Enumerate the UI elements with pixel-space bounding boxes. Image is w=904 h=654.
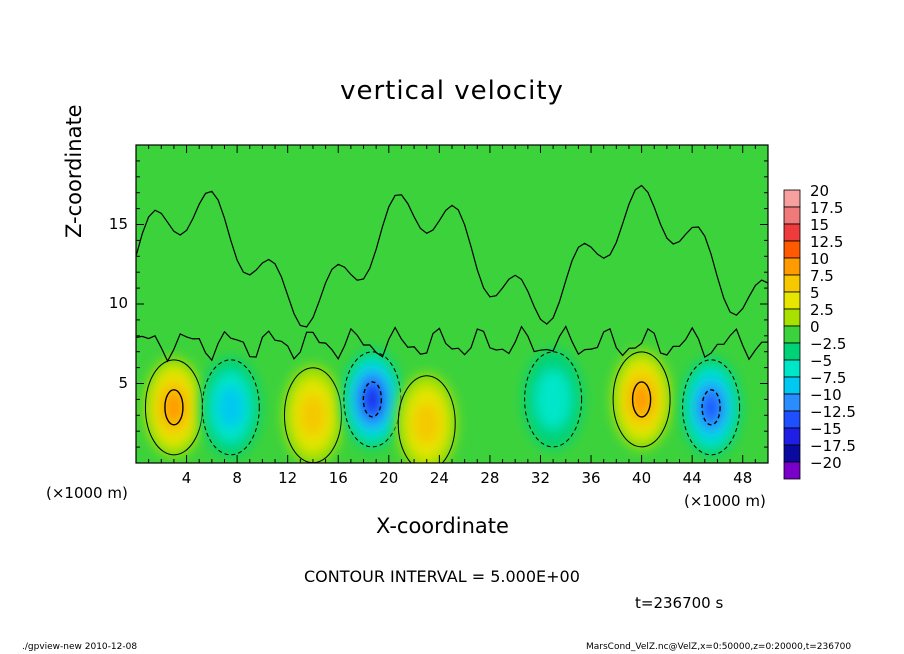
- colorbar-swatch: [783, 325, 801, 344]
- colorbar-label: 5: [810, 284, 820, 302]
- zero-contour: [136, 325, 768, 363]
- colorbar-label: 20: [810, 182, 830, 200]
- colorbar-swatch: [783, 240, 801, 259]
- x-tick-label: 8: [232, 469, 242, 487]
- colorbar-label: −7.5: [810, 369, 847, 387]
- velocity-cell-6: [523, 349, 584, 450]
- y-axis-label: Z-coordinate: [62, 104, 86, 238]
- time-stamp: t=236700 s: [635, 594, 724, 612]
- contour-line: [524, 351, 583, 448]
- colorbar-label: 15: [810, 216, 830, 234]
- colorbar-label: 2.5: [810, 301, 834, 319]
- x-tick-label: 28: [480, 469, 500, 487]
- contour-line-inner: [701, 389, 721, 426]
- contour-interval-note: CONTOUR INTERVAL = 5.000E+00: [304, 567, 580, 586]
- colorbar-label: −12.5: [810, 403, 856, 421]
- velocity-cell-1: [143, 357, 204, 458]
- contour-line-inner: [631, 381, 652, 418]
- colorbar-swatch: [783, 257, 801, 276]
- colorbar-label: 0: [810, 318, 820, 336]
- colorbar-swatch: [783, 291, 801, 310]
- colorbar-swatch: [783, 427, 801, 446]
- colorbar-swatch: [783, 308, 801, 327]
- colorbar-swatch: [783, 376, 801, 395]
- velocity-cell-7: [611, 349, 672, 450]
- colorbar-swatch: [783, 461, 801, 480]
- colorbar-swatch: [783, 274, 801, 293]
- y-tick-label: 15: [108, 214, 128, 233]
- colorbar-swatch: [783, 189, 801, 208]
- x-tick-label: 40: [632, 469, 652, 487]
- upper-contour: [136, 184, 768, 328]
- x-axis-unit-right: (×1000 m): [684, 492, 766, 510]
- velocity-cell-4: [342, 349, 403, 450]
- contour-line-inner: [362, 381, 383, 418]
- velocity-cell-5: [396, 373, 457, 463]
- footer-source: MarsCond_VelZ.nc@VelZ,x=0:50000,z=0:2000…: [586, 642, 852, 652]
- x-tick-label: 32: [530, 469, 551, 487]
- colorbar-label: 12.5: [810, 233, 844, 251]
- chart-title: vertical velocity: [340, 76, 564, 106]
- colorbar-label: 10: [810, 250, 830, 268]
- y-tick-label: 10: [108, 294, 128, 312]
- colorbar-swatch: [783, 393, 801, 412]
- colorbar-label: −17.5: [810, 437, 856, 455]
- colorbar-label: −10: [810, 386, 842, 404]
- x-tick-label: 24: [429, 469, 449, 487]
- y-tick-label: 5: [118, 373, 128, 392]
- x-tick-label: 12: [278, 469, 298, 487]
- colorbar-label: −20: [810, 454, 842, 472]
- footer-program: ./gpview-new 2010-12-08: [22, 642, 138, 652]
- colorbar-label: 7.5: [810, 267, 834, 285]
- colorbar-label: 17.5: [810, 199, 844, 217]
- colorbar-label: −2.5: [810, 335, 847, 353]
- velocity-cell-2: [200, 357, 261, 458]
- x-tick-label: 20: [379, 469, 399, 487]
- colorbar-label: −5: [810, 352, 833, 370]
- colorbar-label: −15: [810, 420, 842, 438]
- colorbar-swatch: [783, 342, 801, 361]
- colorbar-swatch: [783, 359, 801, 378]
- contour-line: [682, 359, 741, 456]
- field-area: [136, 145, 768, 463]
- x-tick-label: 4: [181, 469, 192, 487]
- x-tick-label: 36: [581, 469, 601, 487]
- colorbar-swatch: [783, 444, 801, 463]
- x-axis-label: X-coordinate: [376, 514, 509, 538]
- x-tick-label: 44: [682, 469, 702, 487]
- velocity-cell-8: [681, 357, 742, 458]
- colorbar-swatch: [783, 223, 801, 242]
- contour-line: [397, 375, 456, 463]
- colorbar-swatch: [783, 410, 801, 429]
- velocity-cell-3: [282, 365, 343, 463]
- x-tick-label: 16: [328, 469, 348, 487]
- x-axis-unit-left: (×1000 m): [46, 484, 128, 502]
- contour-line: [201, 359, 260, 456]
- colorbar-swatch: [783, 206, 801, 225]
- contour-line: [612, 351, 671, 448]
- x-tick-label: 48: [733, 469, 753, 487]
- contour-line-inner: [164, 389, 184, 426]
